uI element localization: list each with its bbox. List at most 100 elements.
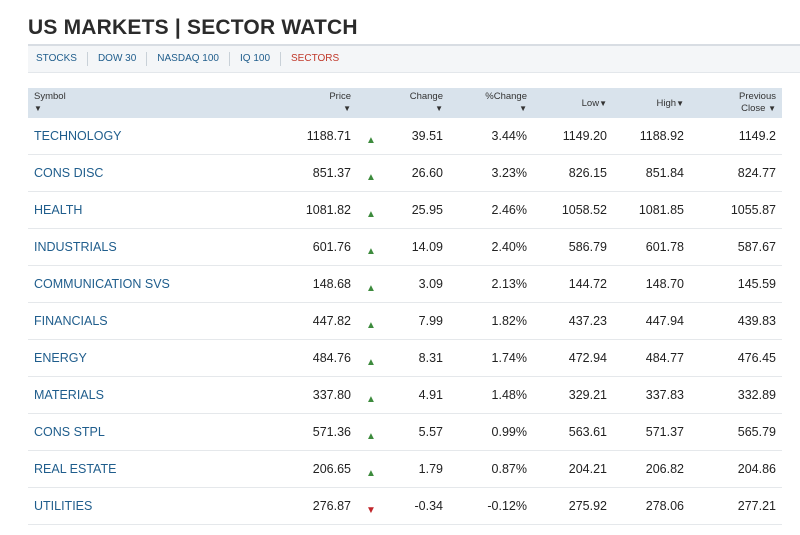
high-cell: 571.37 (613, 413, 690, 451)
low-cell: 275.92 (533, 487, 613, 525)
table-row: CONS STPL 571.36 ▲ 5.57 0.99% 563.61 571.37 565… (28, 413, 782, 451)
sort-arrow-icon: ▼ (599, 98, 607, 108)
column-header-label: Low (581, 97, 600, 109)
sector-table: Symbol ▼ Price ▼ Change ▼ %Change ▼ Low▼… (28, 88, 782, 525)
direction-cell: ▲ (357, 228, 385, 266)
high-cell: 206.82 (613, 450, 690, 488)
high-cell: 447.94 (613, 302, 690, 340)
sector-link[interactable]: UTILITIES (34, 499, 93, 513)
column-header-change[interactable]: Change ▼ (385, 88, 449, 118)
high-cell: 1081.85 (613, 191, 690, 229)
direction-cell: ▲ (357, 413, 385, 451)
triangle-up-icon: ▲ (366, 357, 376, 368)
prev-close-cell: 145.59 (690, 265, 782, 303)
pct-change-cell: -0.12% (449, 487, 533, 525)
symbol-cell: CONS STPL (28, 413, 220, 451)
table-row: COMMUNICATION SVS 148.68 ▲ 3.09 2.13% 144.72 1… (28, 265, 782, 303)
table-row: REAL ESTATE 206.65 ▲ 1.79 0.87% 204.21 206.82 2… (28, 450, 782, 488)
price-cell: 1188.71 (220, 118, 357, 155)
column-header-label: %Change (485, 91, 527, 102)
table-row: INDUSTRIALS 601.76 ▲ 14.09 2.40% 586.79 601.78… (28, 228, 782, 266)
sector-link[interactable]: HEALTH (34, 203, 83, 217)
change-cell: 14.09 (385, 228, 449, 266)
direction-cell: ▲ (357, 450, 385, 488)
direction-cell: ▲ (357, 265, 385, 303)
sort-arrow-icon: ▼ (435, 104, 443, 113)
change-cell: -0.34 (385, 487, 449, 525)
sector-link[interactable]: TECHNOLOGY (34, 129, 122, 143)
tab-iq-100[interactable]: IQ 100 (230, 52, 282, 66)
sort-arrow-icon: ▼ (519, 104, 527, 113)
high-cell: 851.84 (613, 154, 690, 192)
symbol-cell: UTILITIES (28, 487, 220, 525)
tab-sectors[interactable]: SECTORS (291, 53, 340, 64)
low-cell: 472.94 (533, 339, 613, 377)
prev-close-cell: 439.83 (690, 302, 782, 340)
table-row: ENERGY 484.76 ▲ 8.31 1.74% 472.94 484.77 476.45 (28, 339, 782, 377)
pct-change-cell: 2.13% (449, 265, 533, 303)
price-cell: 276.87 (220, 487, 357, 525)
change-cell: 1.79 (385, 450, 449, 488)
column-header-pct-change[interactable]: %Change ▼ (449, 88, 533, 118)
column-header-symbol[interactable]: Symbol ▼ (28, 88, 220, 118)
pct-change-cell: 1.74% (449, 339, 533, 377)
sort-arrow-icon: ▼ (676, 98, 684, 108)
triangle-up-icon: ▲ (366, 246, 376, 257)
low-cell: 1058.52 (533, 191, 613, 229)
column-header-price[interactable]: Price ▼ (220, 88, 357, 118)
column-header-label: Symbol (34, 91, 66, 102)
low-cell: 563.61 (533, 413, 613, 451)
table-row: FINANCIALS 447.82 ▲ 7.99 1.82% 437.23 447.94 43… (28, 302, 782, 340)
price-cell: 601.76 (220, 228, 357, 266)
symbol-cell: ENERGY (28, 339, 220, 377)
tab-dow-30[interactable]: DOW 30 (88, 52, 148, 66)
change-cell: 5.57 (385, 413, 449, 451)
sector-link[interactable]: ENERGY (34, 351, 87, 365)
column-header-high[interactable]: High▼ (613, 88, 690, 118)
column-header-label: Change (409, 91, 443, 102)
sector-link[interactable]: REAL ESTATE (34, 462, 117, 476)
symbol-cell: TECHNOLOGY (28, 118, 220, 155)
sector-link[interactable]: CONS STPL (34, 425, 105, 439)
triangle-up-icon: ▲ (366, 172, 376, 183)
price-cell: 206.65 (220, 450, 357, 488)
prev-close-cell: 476.45 (690, 339, 782, 377)
triangle-up-icon: ▲ (366, 394, 376, 405)
symbol-cell: MATERIALS (28, 376, 220, 414)
column-header-label: High (656, 97, 677, 109)
low-cell: 204.21 (533, 450, 613, 488)
direction-cell: ▲ (357, 118, 385, 155)
price-cell: 337.80 (220, 376, 357, 414)
market-subnav: STOCKS DOW 30 NASDAQ 100 IQ 100 SECTORS (28, 46, 800, 73)
price-cell: 571.36 (220, 413, 357, 451)
high-cell: 601.78 (613, 228, 690, 266)
pct-change-cell: 0.99% (449, 413, 533, 451)
low-cell: 437.23 (533, 302, 613, 340)
price-cell: 484.76 (220, 339, 357, 377)
triangle-up-icon: ▲ (366, 468, 376, 479)
low-cell: 329.21 (533, 376, 613, 414)
sector-link[interactable]: COMMUNICATION SVS (34, 277, 170, 291)
change-cell: 4.91 (385, 376, 449, 414)
sort-arrow-icon: ▼ (343, 104, 351, 113)
prev-close-cell: 277.21 (690, 487, 782, 525)
table-row: CONS DISC 851.37 ▲ 26.60 3.23% 826.15 851.84 82… (28, 154, 782, 192)
change-cell: 8.31 (385, 339, 449, 377)
change-cell: 7.99 (385, 302, 449, 340)
sector-link[interactable]: FINANCIALS (34, 314, 108, 328)
column-header-prev-close[interactable]: Previous Close ▼ (690, 88, 782, 118)
sector-link[interactable]: CONS DISC (34, 166, 104, 180)
symbol-cell: HEALTH (28, 191, 220, 229)
table-header-row: Symbol ▼ Price ▼ Change ▼ %Change ▼ Low▼… (28, 88, 782, 118)
sector-link[interactable]: MATERIALS (34, 388, 104, 402)
tab-stocks[interactable]: STOCKS (28, 52, 88, 66)
high-cell: 484.77 (613, 339, 690, 377)
price-cell: 851.37 (220, 154, 357, 192)
column-header-low[interactable]: Low▼ (533, 88, 613, 118)
tab-nasdaq-100[interactable]: NASDAQ 100 (147, 52, 230, 66)
high-cell: 278.06 (613, 487, 690, 525)
sector-link[interactable]: INDUSTRIALS (34, 240, 117, 254)
sort-arrow-icon: ▼ (768, 104, 776, 113)
low-cell: 1149.20 (533, 118, 613, 155)
column-header-direction (357, 88, 385, 118)
